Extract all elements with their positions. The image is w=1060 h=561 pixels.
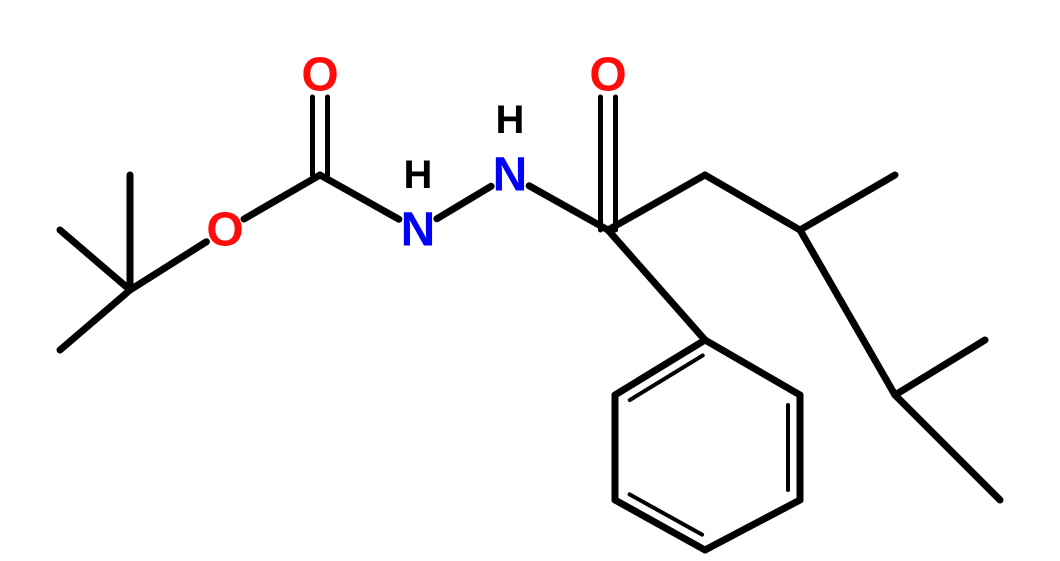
n-atom-label: N (401, 204, 436, 257)
o-atom-label: O (589, 49, 626, 102)
h-atom-label: H (496, 98, 525, 142)
molecule-diagram: OONHNHO (0, 0, 1060, 561)
h-atom-label: H (404, 153, 433, 197)
n-atom-label: N (493, 149, 528, 202)
o-atom-label: O (206, 204, 243, 257)
o-atom-label: O (301, 49, 338, 102)
